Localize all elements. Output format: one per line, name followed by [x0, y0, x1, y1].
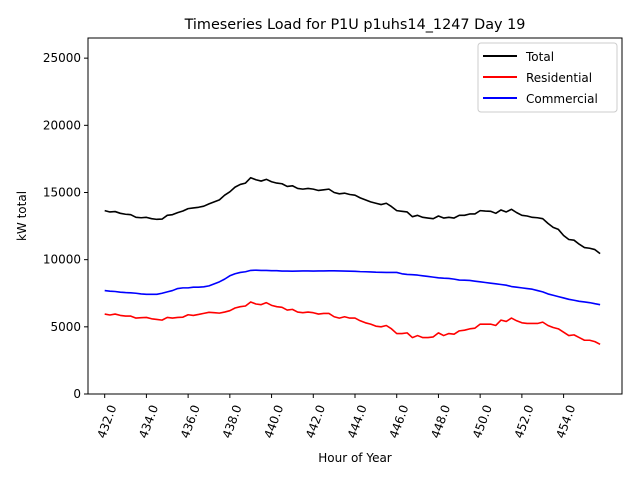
y-tick-label: 20000 [43, 118, 81, 132]
y-tick-label: 25000 [43, 51, 81, 65]
legend: Total Residential Commercial [477, 42, 618, 113]
y-axis-ticks: 0 5000 10000 15000 20000 25000 [43, 51, 88, 401]
chart-title: Timeseries Load for P1U p1uhs14_1247 Day… [184, 17, 526, 33]
plot-area [104, 176, 601, 346]
x-axis-label: Hour of Year [318, 451, 392, 465]
legend-label-commercial: Commercial [526, 92, 598, 106]
series-line-residential [104, 301, 601, 346]
series-line-commercial [104, 269, 601, 306]
y-tick-label: 5000 [50, 320, 81, 334]
y-axis-label: kW total [15, 191, 29, 241]
plot-frame [87, 37, 623, 395]
y-tick-label: 0 [73, 387, 81, 401]
series-line-total [104, 176, 601, 255]
legend-label-residential: Residential [526, 71, 592, 85]
y-tick-label: 15000 [43, 185, 81, 199]
legend-box [477, 42, 618, 113]
legend-label-total: Total [525, 50, 554, 64]
y-tick-label: 10000 [43, 253, 81, 267]
